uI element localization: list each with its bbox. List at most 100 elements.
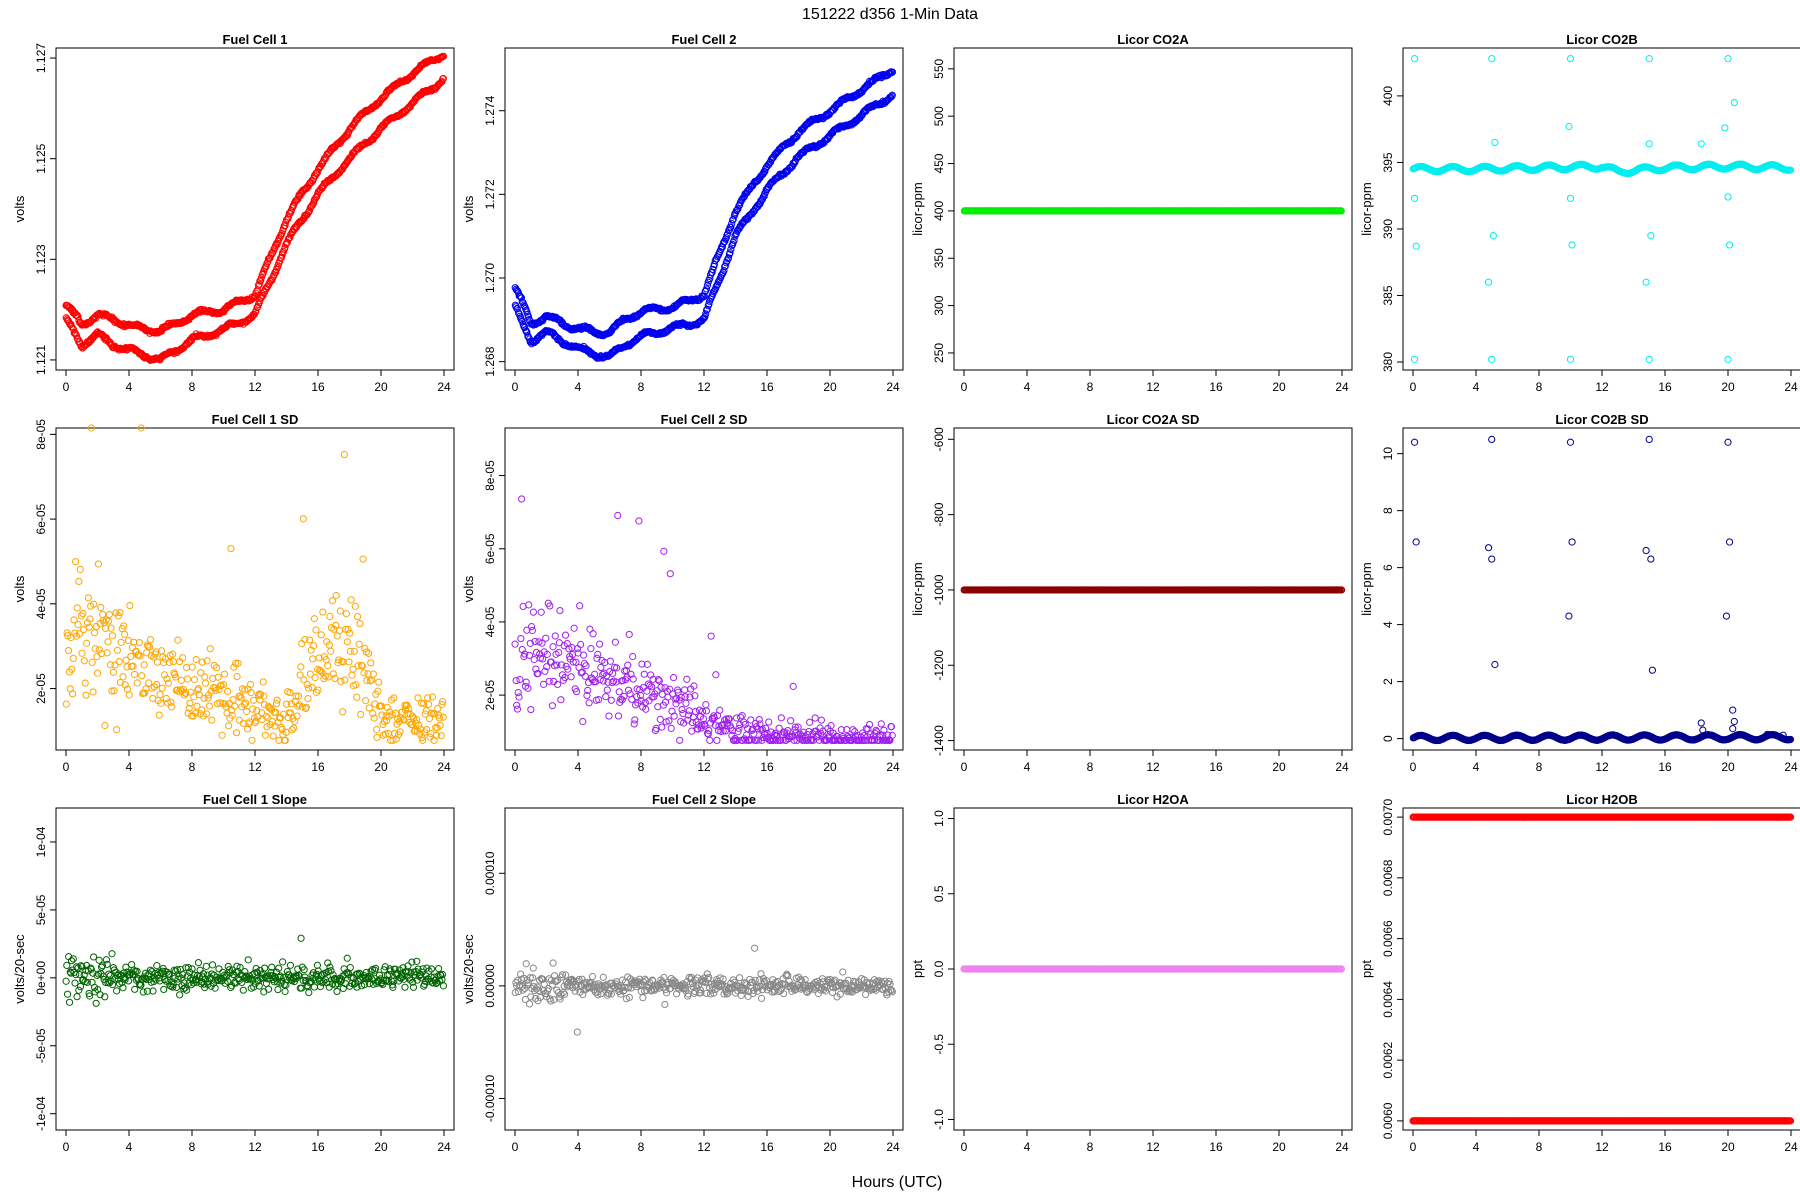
data-point [435,80,444,88]
data-point [849,726,857,734]
data-point [89,688,97,696]
y-tick-label: 250 [932,343,946,363]
data-point [205,702,214,710]
data-point [713,281,721,289]
x-tick-label: 20 [374,380,388,394]
x-tick-label: 4 [1473,380,1480,394]
outlier-point [1488,55,1496,63]
data-point [607,696,615,704]
panel-4: Fuel Cell 1 SD0 4 8 12 16 20 242e-054e-056e-05… [12,412,455,774]
data-point [518,317,526,325]
data-point [350,647,358,655]
x-tick-label: 20 [374,760,388,774]
data-point [262,712,270,720]
data-point [726,249,734,257]
data-point [105,610,113,619]
x-tick-label: 24 [437,380,451,394]
data-point [346,629,354,637]
data-point [517,634,525,643]
data-point [246,680,255,689]
data-point [567,673,575,681]
data-point [259,678,267,686]
y-tick-label: 400 [932,201,946,221]
outlier-point [1488,355,1496,363]
data-point [434,704,442,713]
x-tick-label: 20 [1721,760,1735,774]
data-point [656,715,664,723]
outlier-point [1412,242,1420,250]
data-point [356,620,364,628]
data-point [681,686,689,694]
data-point [201,679,210,687]
data-point [74,621,82,629]
data-point [101,721,109,730]
y-tick-label: -600 [932,427,946,451]
data-point [168,703,176,711]
data-point [348,671,356,679]
data-point [111,661,119,669]
data-point [249,705,257,713]
data-point [69,325,78,333]
data-point [787,717,795,725]
outlier-point [1410,355,1419,363]
outlier-point [1645,55,1653,63]
y-tick-label: 395 [1381,152,1395,172]
panel-title: Fuel Cell 2 [671,32,736,47]
data-point [91,645,99,653]
data-point [242,699,250,707]
y-tick-label: 0 [1381,735,1395,742]
data-point [183,675,192,683]
outlier-point [1647,232,1655,240]
data-point [335,626,344,635]
data-point [772,150,780,158]
data-point [332,592,340,600]
x-tick-label: 12 [697,380,711,394]
y-tick-label: 500 [932,106,946,126]
y-tick-label: 1.127 [34,43,48,73]
data-point [716,706,724,714]
x-tick-label: 16 [1209,760,1223,774]
x-tick-label: 8 [189,760,196,774]
data-point [720,266,728,275]
data-point [284,235,292,243]
x-tick-label: 0 [63,760,70,774]
panel-title: Licor CO2A [1117,32,1189,47]
data-point [887,93,895,101]
x-tick-label: 24 [886,380,900,394]
outlier-point [1491,138,1499,147]
data-point [306,204,314,212]
data-point [402,76,410,84]
data-point [525,601,533,609]
x-tick-label: 16 [311,760,325,774]
data-point [709,265,717,274]
data-point [125,691,133,699]
x-tick-label: 0 [961,760,968,774]
data-point [666,570,674,578]
data-point [624,686,633,694]
data-point [109,343,118,351]
data-point [516,293,525,301]
x-tick-label: 8 [1536,380,1543,394]
x-tick-label: 16 [1658,380,1672,394]
data-point [760,192,768,200]
x-tick-label: 4 [575,380,582,394]
data-point [69,690,77,698]
outlier-point [1697,140,1705,148]
data-point [765,718,773,726]
data-point [71,558,80,566]
data-point [589,630,597,638]
data-point [548,702,556,710]
data-point [313,169,321,177]
x-tick-label: 0 [961,380,968,394]
data-point [138,672,146,680]
panel-title: Licor CO2B SD [1555,412,1648,427]
data-point [676,736,684,744]
data-point [580,323,589,331]
data-point [722,234,730,242]
y-tick-label: 1.274 [483,95,497,125]
data-point [69,654,77,663]
y-tick-label: 8 [1381,507,1395,514]
x-tick-label: 20 [1721,380,1735,394]
data-point [438,53,446,62]
